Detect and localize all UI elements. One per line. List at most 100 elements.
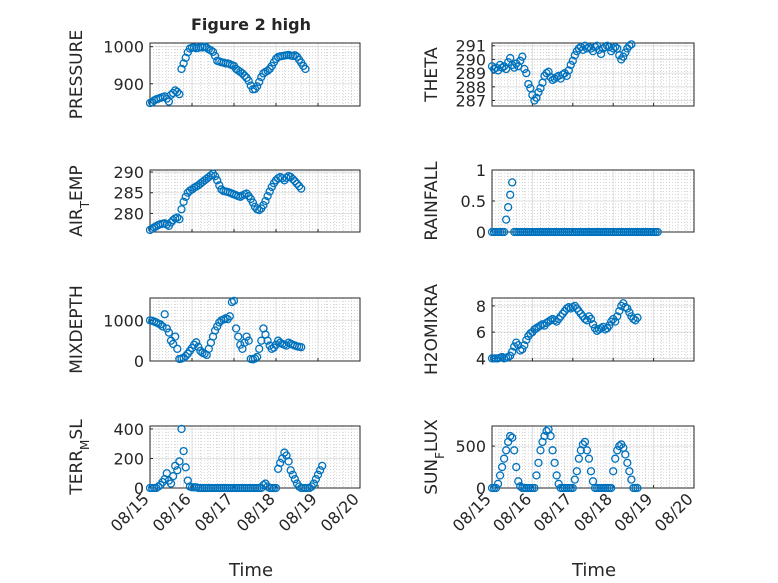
data-point [166,479,176,488]
data-point [315,466,325,475]
data-point [510,446,519,455]
data-point [562,71,571,81]
data-point [570,475,579,484]
data-point [177,64,186,74]
data-point [568,56,577,65]
data-point [596,49,606,59]
data-point [206,46,216,55]
data-point [504,352,513,362]
y-axis-label: RAINFALL [422,161,442,241]
data-point [181,463,190,472]
data-point [263,191,272,201]
axes-box [149,169,361,233]
data-point [625,308,634,317]
data-point [506,351,515,360]
axes-box [491,297,695,362]
data-point [305,483,314,493]
data-point [313,470,323,479]
data-point [568,303,577,312]
data-point [276,458,285,468]
data-point [497,63,507,72]
axes-box [491,42,695,107]
data-point [189,340,199,349]
data-point [238,69,247,78]
data-point [516,346,525,355]
y-tick-label: 288 [455,78,486,97]
data-point [550,458,559,468]
data-point [250,354,260,363]
data-point [552,471,561,480]
y-tick-label: 900 [113,75,144,94]
data-point [623,458,632,468]
subplot-mixdepth: 0 1000 MIXDEPTH [67,285,361,374]
y-tick-label: 500 [455,437,486,456]
x-axis-label-left: Time [228,560,273,581]
data-point [179,446,188,456]
data-point [177,424,186,434]
axes-box [149,42,361,107]
data-point [491,483,501,493]
y-tick-label: 200 [113,449,144,468]
data-point [175,89,184,99]
y-axis-label: SUNFLUX [422,419,447,495]
data-point [290,177,300,186]
data-point [489,64,499,74]
data-point [574,454,584,463]
data-point [240,71,249,80]
data-point [580,437,590,447]
data-point [546,316,555,325]
data-point [259,200,268,210]
data-point [225,312,234,321]
data-point [586,314,596,324]
data-point [168,339,178,349]
y-axis-label: TERRMSL [67,419,92,496]
data-point [210,326,220,335]
data-point [179,59,188,68]
data-point [613,312,622,321]
data-point [286,466,295,475]
data-point [194,342,203,351]
y-tick-label: 0.5 [461,192,486,211]
y-axis-label: THETA [422,47,442,103]
data-point [493,479,503,488]
data-point [508,433,517,442]
y-tick-label: 1000 [103,38,144,57]
data-point [609,44,618,53]
data-point [542,426,551,436]
data-point [548,446,557,455]
data-point [501,446,511,455]
data-point [514,477,523,486]
data-point [173,87,182,97]
data-point [510,63,519,72]
data-point [532,471,541,480]
data-point [497,352,507,362]
data-point [578,440,588,449]
data-point [605,42,614,52]
data-point [522,335,531,345]
x-axis-label-right: Time [571,560,616,581]
data-point [242,332,251,341]
subplot-h2omixra: 4 6 8 H2OMIXRA [422,284,695,375]
data-point [162,324,171,333]
data-point [586,467,596,476]
data-point [229,296,239,305]
data-point [294,181,304,191]
data-point [615,306,624,316]
data-point [568,483,577,493]
data-point [562,304,571,313]
data-point [156,320,165,329]
data-point [550,316,559,325]
data-point [173,344,182,353]
data-point [213,176,222,185]
data-point [255,77,264,87]
data-point [512,462,521,472]
data-point [621,48,630,57]
data-point [181,351,190,361]
data-point [255,344,264,353]
data-point [286,172,295,182]
data-point [259,69,268,78]
data-point [532,93,541,102]
data-point [566,60,575,70]
data-point [252,82,262,91]
